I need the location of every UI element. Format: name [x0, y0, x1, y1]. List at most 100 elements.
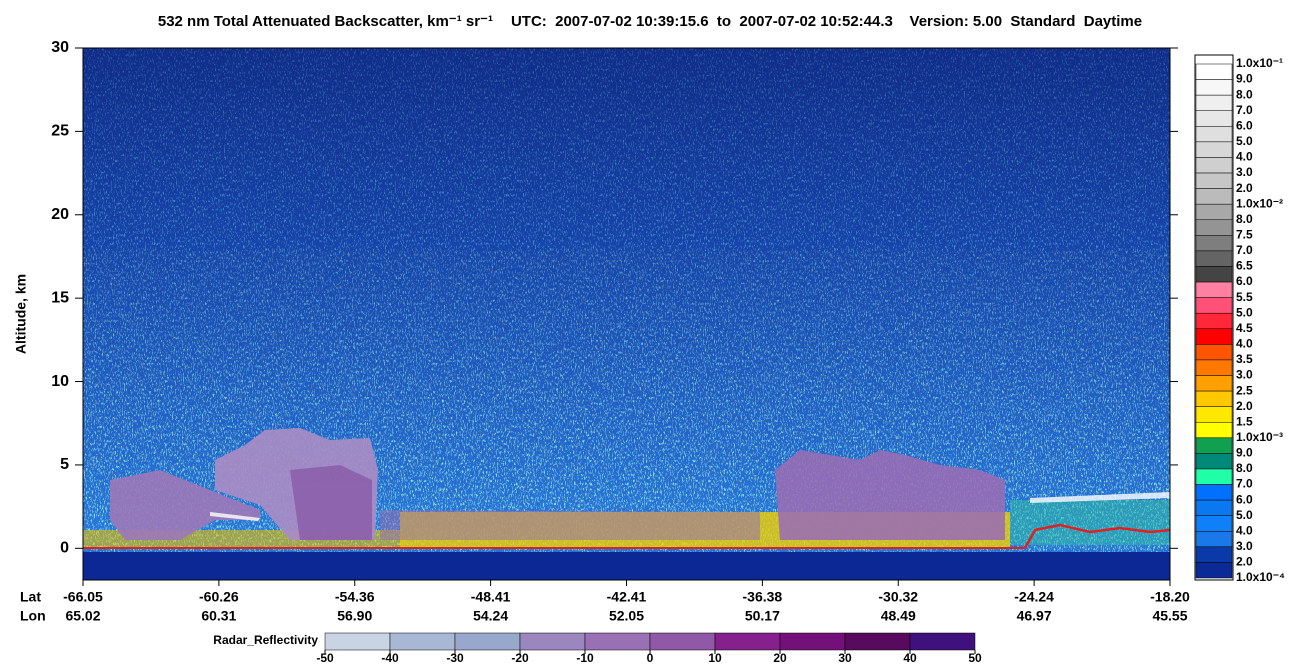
colorbar-swatch — [1195, 94, 1233, 111]
colorbar-swatch — [1195, 312, 1233, 330]
y-tick-label: 20 — [51, 206, 69, 223]
subtitle: UTC: 2007-07-02 10:39:15.6 to 2007-07-02… — [511, 13, 1142, 30]
subsurface — [83, 552, 1170, 580]
colorbar-swatch — [1195, 359, 1233, 376]
colorbar-label: 1.0x10⁻¹ — [1236, 56, 1283, 70]
lat-label: -30.32 — [878, 589, 918, 605]
radar-swatch — [909, 632, 976, 651]
radar-swatch — [454, 632, 521, 651]
colorbar-label: 5.5 — [1236, 290, 1253, 304]
y-tick-label: 5 — [60, 456, 69, 473]
colorbar-label: 3.0 — [1236, 368, 1253, 382]
colorbar-label: 4.0 — [1236, 523, 1253, 537]
colorbar-swatch — [1195, 188, 1233, 205]
lon-label: 52.05 — [609, 608, 644, 624]
colorbar-label: 7.0 — [1236, 477, 1253, 491]
radar-swatch — [779, 632, 846, 651]
colorbar-label: 5.0 — [1236, 134, 1253, 148]
colorbar-label: 1.0x10⁻⁴ — [1236, 570, 1285, 584]
lon-label: 65.02 — [65, 608, 100, 624]
title: 532 nm Total Attenuated Backscatter, km⁻… — [158, 13, 493, 30]
colorbar-label: 4.0 — [1236, 337, 1253, 351]
colorbar-swatch — [1195, 203, 1233, 221]
colorbar-swatch — [1195, 219, 1233, 236]
colorbar-swatch — [1195, 297, 1233, 314]
colorbar-label: 7.5 — [1236, 228, 1253, 242]
colorbar-label: 1.5 — [1236, 414, 1253, 428]
colorbar-swatch — [1195, 546, 1233, 563]
cloud — [110, 470, 260, 540]
cloud-top — [1030, 492, 1170, 503]
colorbar-label: 5.0 — [1236, 508, 1253, 522]
lon-label: 48.49 — [881, 608, 916, 624]
colorbar-swatch — [1195, 266, 1233, 283]
colorbar-label: 3.0 — [1236, 165, 1253, 179]
radar-tick-label: 10 — [708, 651, 722, 665]
radar-tick-label: 50 — [968, 651, 982, 665]
colorbar-label: 4.5 — [1236, 321, 1253, 335]
colorbar-swatch — [1195, 79, 1233, 96]
lon-label: 45.55 — [1152, 608, 1187, 624]
colorbar-swatch — [1195, 375, 1233, 392]
colorbar-swatch — [1195, 235, 1233, 252]
lat-label: -18.20 — [1150, 589, 1190, 605]
colorbar-swatch — [1195, 515, 1233, 532]
colorbar-label: 1.0x10⁻² — [1236, 196, 1283, 210]
colorbar-swatch — [1195, 141, 1233, 158]
lat-label: -42.41 — [607, 589, 647, 605]
radar-tick-label: 20 — [773, 651, 787, 665]
radar-swatch — [519, 632, 586, 651]
lon-label: 46.97 — [1017, 608, 1052, 624]
colorbar-swatch — [1195, 157, 1233, 174]
radar-tick-label: -40 — [381, 651, 399, 665]
radar-swatch — [844, 632, 911, 651]
colorbar-label: 9.0 — [1236, 72, 1253, 86]
lat-label: -60.26 — [199, 589, 239, 605]
colorbar-label: 7.0 — [1236, 103, 1253, 117]
cloud — [775, 450, 1005, 540]
row-label: Lat — [20, 589, 41, 605]
radar-swatch — [324, 632, 391, 651]
colorbar-label: 4.0 — [1236, 150, 1253, 164]
radar-tick-label: -10 — [576, 651, 594, 665]
colorbar-swatch — [1195, 390, 1233, 407]
radar-tick-label: -20 — [511, 651, 529, 665]
radar-tick-label: -50 — [316, 651, 334, 665]
radar-swatch — [714, 632, 781, 651]
surface — [1023, 523, 1170, 549]
radar-tick-label: -30 — [446, 651, 464, 665]
colorbar-label: 6.0 — [1236, 274, 1253, 288]
cloud-top — [210, 512, 260, 521]
colorbar-label: 2.0 — [1236, 555, 1253, 569]
lon-label: 60.31 — [201, 608, 236, 624]
lat-label: -54.36 — [335, 589, 375, 605]
radar-tick-label: 30 — [838, 651, 852, 665]
colorbar-swatch — [1195, 172, 1233, 189]
colorbar-label: 8.0 — [1236, 212, 1253, 226]
lat-label: -24.24 — [1014, 589, 1054, 605]
colorbar-swatch — [1195, 484, 1233, 501]
lat-label: -48.41 — [471, 589, 511, 605]
colorbar-label: 8.0 — [1236, 461, 1253, 475]
y-tick-label: 0 — [60, 540, 69, 557]
colorbar-frame — [1194, 54, 1234, 581]
colorbar-label: 2.0 — [1236, 181, 1253, 195]
radar-swatch — [389, 632, 456, 651]
lon-label: 50.17 — [745, 608, 780, 624]
colorbar-swatch — [1195, 344, 1233, 361]
colorbar-swatch — [1195, 421, 1233, 439]
radar-tick-label: 0 — [647, 651, 654, 665]
colorbar-swatch — [1195, 126, 1233, 143]
colorbar-swatch — [1195, 406, 1233, 423]
colorbar-label: 5.0 — [1236, 305, 1253, 319]
colorbar-swatch — [1195, 281, 1233, 298]
radar-swatch — [649, 632, 716, 651]
colorbar-swatch — [1195, 468, 1233, 485]
colorbar-label: 2.0 — [1236, 399, 1253, 413]
curtain-image — [83, 48, 1170, 580]
lat-label: -66.05 — [63, 589, 103, 605]
y-tick-label: 30 — [51, 39, 69, 56]
colorbar-label: 6.5 — [1236, 259, 1253, 273]
colorbar-swatch — [1195, 110, 1233, 127]
